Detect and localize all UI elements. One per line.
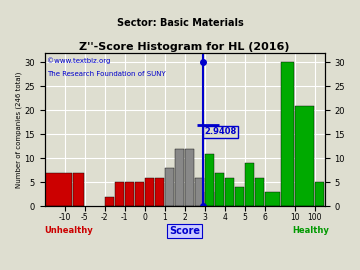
Bar [225,178,234,207]
Bar [135,183,144,207]
Bar [145,178,154,207]
Bar [155,178,165,207]
Bar [105,197,114,207]
Bar [175,149,184,207]
Text: Unhealthy: Unhealthy [44,226,93,235]
X-axis label: Score: Score [169,226,200,236]
Bar [255,178,264,207]
Bar [215,173,224,207]
Bar [165,168,174,207]
Text: The Research Foundation of SUNY: The Research Foundation of SUNY [48,71,166,77]
Bar [315,183,324,207]
Bar [115,183,125,207]
Bar [125,183,134,207]
Bar [205,154,215,207]
Bar [73,173,84,207]
Text: ©www.textbiz.org: ©www.textbiz.org [48,58,111,64]
Bar [295,106,314,207]
Text: Sector: Basic Materials: Sector: Basic Materials [117,18,243,28]
Bar [245,163,255,207]
Bar [45,173,72,207]
Bar [195,178,204,207]
Bar [265,192,280,207]
Bar [281,62,294,207]
Bar [235,187,244,207]
Y-axis label: Number of companies (246 total): Number of companies (246 total) [15,72,22,188]
Text: Healthy: Healthy [292,226,329,235]
Bar [185,149,194,207]
Bar [205,192,215,207]
Title: Z''-Score Histogram for HL (2016): Z''-Score Histogram for HL (2016) [80,42,290,52]
Text: 2.9408: 2.9408 [204,127,237,136]
